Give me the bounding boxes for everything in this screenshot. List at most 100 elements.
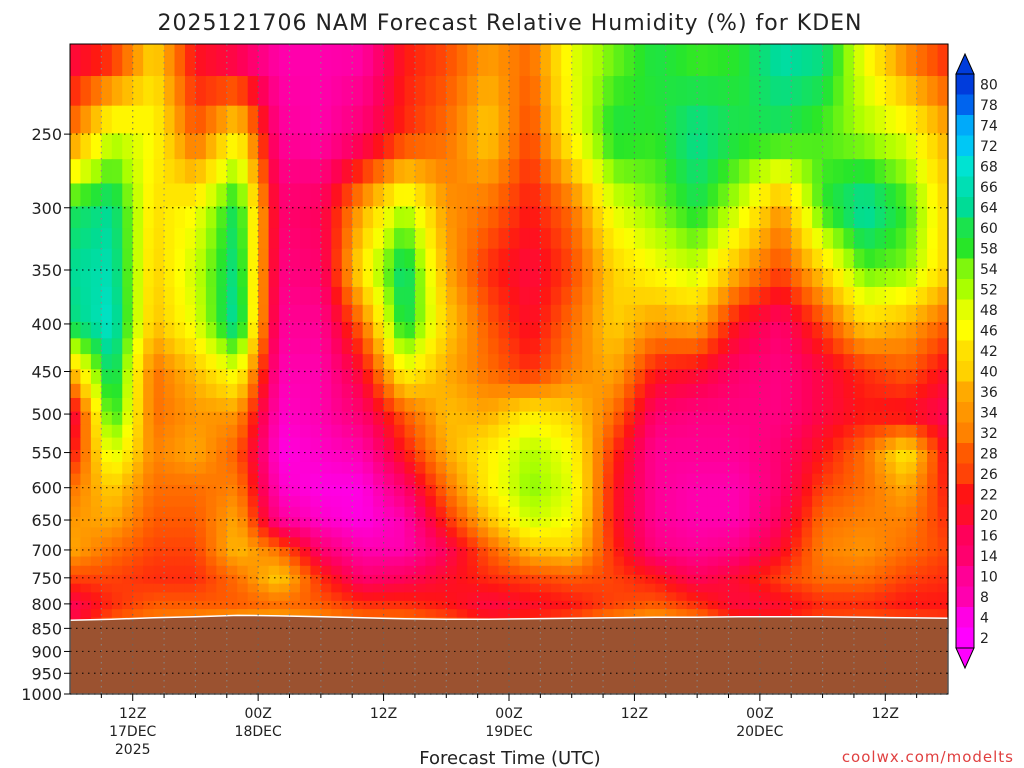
colorbar-swatch [956, 176, 974, 198]
x-tick-label: 12Z [370, 706, 397, 722]
rh-cell [488, 248, 500, 269]
rh-cell [279, 537, 291, 548]
rh-cell [623, 484, 636, 497]
rh-cell [874, 424, 886, 439]
rh-cell [477, 206, 489, 229]
rh-cell [299, 286, 311, 306]
rh-cell [655, 321, 667, 339]
rh-cell [540, 383, 552, 399]
rh-cell [582, 183, 594, 208]
rh-cell [895, 574, 907, 585]
rh-cell [571, 424, 583, 439]
rh-cell [216, 268, 228, 288]
rh-cell [927, 369, 939, 385]
rh-cell [435, 248, 447, 269]
rh-cell [571, 248, 583, 269]
rh-cell [759, 206, 771, 229]
rh-cell [822, 537, 834, 548]
rh-cell [561, 397, 573, 413]
rh-cell [812, 159, 824, 185]
rh-cell [634, 583, 646, 593]
rh-cell [247, 461, 259, 475]
rh-cell [331, 133, 343, 160]
y-axis: 2503003504004505005506006507007508008509… [21, 125, 70, 704]
rh-cell [258, 600, 270, 610]
rh-cell [874, 600, 886, 610]
rh-cell [906, 473, 918, 486]
rh-cell [529, 286, 541, 306]
rh-cell [665, 484, 677, 497]
rh-cell [216, 565, 228, 576]
rh-cell [205, 268, 217, 288]
rh-cell [111, 338, 123, 355]
rh-cell [341, 321, 353, 339]
rh-cell [540, 268, 552, 288]
rh-cell [864, 206, 876, 229]
colorbar-tick-label: 16 [980, 528, 998, 544]
rh-cell [258, 537, 270, 548]
rh-cell [843, 321, 855, 339]
rh-cell [90, 369, 102, 385]
rh-cell [80, 369, 92, 385]
rh-cell [582, 397, 594, 413]
y-tick-label: 600 [31, 479, 62, 498]
rh-cell [268, 248, 280, 269]
colorbar-tick-label: 60 [980, 221, 998, 237]
rh-cell [153, 547, 165, 558]
rh-cell [582, 44, 594, 77]
y-tick-label: 1000 [21, 685, 62, 704]
rh-cell [697, 574, 709, 585]
rh-cell [404, 133, 416, 160]
rh-cell [153, 411, 165, 426]
rh-cell [822, 159, 834, 185]
rh-cell [550, 592, 562, 602]
rh-cell [833, 556, 845, 567]
rh-cell [770, 411, 782, 426]
rh-cell [937, 321, 949, 339]
rh-cell [435, 411, 447, 426]
rh-cell [916, 159, 928, 185]
rh-cell [927, 338, 939, 355]
rh-cell [916, 449, 928, 463]
rh-cell [122, 268, 134, 288]
rh-cell [853, 183, 865, 208]
rh-cell [195, 383, 207, 399]
rh-cell [184, 424, 197, 439]
rh-cell [268, 183, 280, 208]
rh-cell [268, 583, 280, 593]
rh-cell [519, 517, 531, 528]
rh-cell [519, 537, 531, 548]
rh-cell [331, 76, 343, 107]
rh-cell [216, 183, 228, 208]
rh-cell [122, 537, 134, 548]
rh-cell [634, 206, 646, 229]
rh-cell [906, 133, 918, 160]
rh-cell [394, 286, 406, 306]
rh-cell [738, 484, 750, 497]
rh-cell [435, 547, 447, 558]
rh-cell [529, 383, 541, 399]
rh-cell [132, 517, 144, 528]
rh-cell [320, 600, 332, 610]
rh-cell [571, 537, 583, 548]
rh-cell [404, 461, 416, 475]
rh-cell [90, 473, 102, 486]
rh-cell [582, 484, 594, 497]
rh-cell [310, 547, 322, 558]
rh-cell [571, 228, 583, 250]
rh-cell [707, 268, 719, 288]
rh-cell [864, 547, 876, 558]
rh-cell [623, 304, 636, 323]
colorbar-swatch [956, 422, 974, 444]
rh-cell [728, 321, 740, 339]
rh-cell [299, 369, 311, 385]
rh-cell [822, 183, 834, 208]
rh-cell [122, 547, 134, 558]
rh-cell [550, 437, 562, 451]
rh-cell [164, 338, 176, 355]
rh-cell [770, 609, 782, 618]
rh-cell [425, 183, 437, 208]
rh-cell [414, 484, 426, 497]
rh-cell [718, 321, 730, 339]
rh-cell [791, 397, 803, 413]
